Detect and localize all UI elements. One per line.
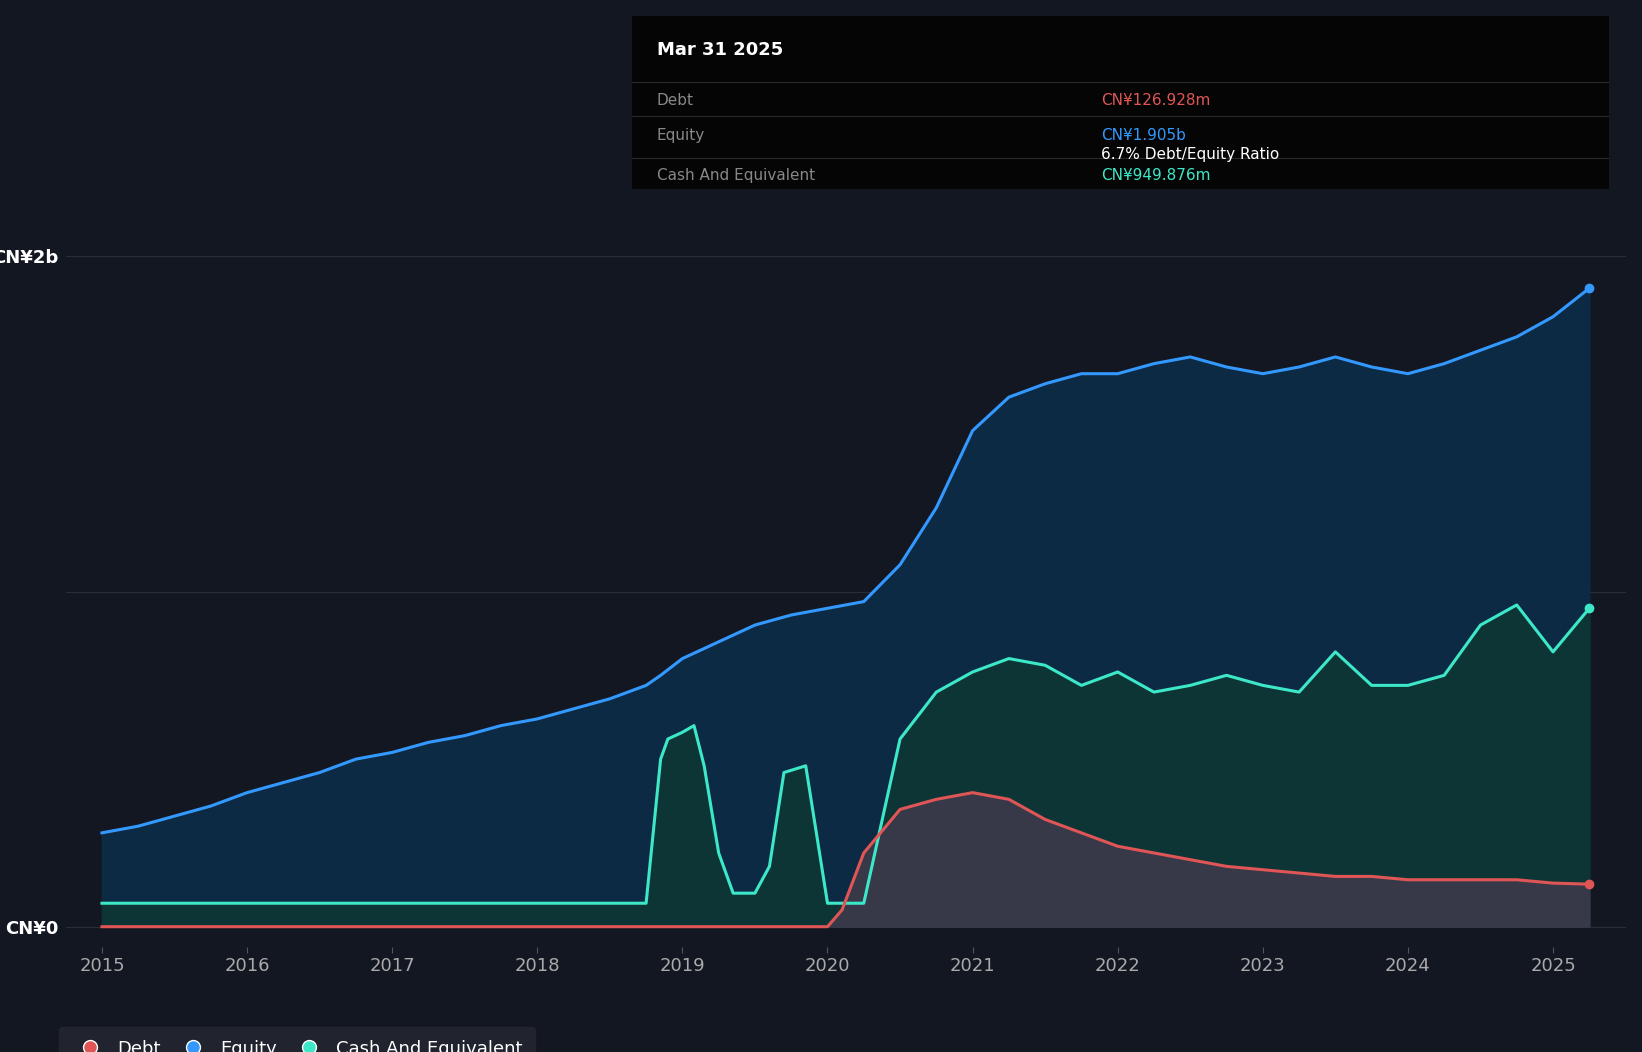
Text: 6.7% Debt/Equity Ratio: 6.7% Debt/Equity Ratio xyxy=(1102,147,1279,162)
Text: Debt: Debt xyxy=(657,94,693,108)
Text: Equity: Equity xyxy=(657,128,704,143)
Text: CN¥1.905b: CN¥1.905b xyxy=(1102,128,1186,143)
Text: Cash And Equivalent: Cash And Equivalent xyxy=(657,168,814,183)
Text: Mar 31 2025: Mar 31 2025 xyxy=(657,41,783,60)
Text: CN¥126.928m: CN¥126.928m xyxy=(1102,94,1210,108)
Legend: Debt, Equity, Cash And Equivalent: Debt, Equity, Cash And Equivalent xyxy=(59,1027,535,1052)
Text: CN¥949.876m: CN¥949.876m xyxy=(1102,168,1210,183)
